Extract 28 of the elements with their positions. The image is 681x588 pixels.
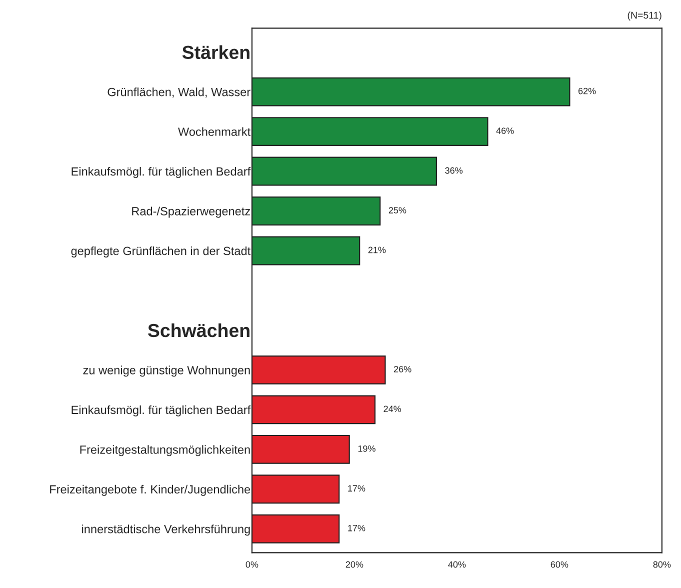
x-tick-label: 20% — [346, 561, 364, 568]
x-tick-label: 80% — [653, 561, 671, 568]
x-tick-label: 0% — [246, 561, 258, 568]
y-tick-label: Einkaufsmögl. für täglichen Bedarf — [72, 405, 251, 416]
data-label: 46% — [496, 128, 514, 134]
y-tick-label: Schwächen — [148, 323, 250, 338]
y-tick-label: Rad-/Spazierwegenetz — [132, 206, 250, 218]
data-label: 25% — [388, 207, 406, 214]
y-tick-label: Freizeitgestaltungsmöglichkeiten — [80, 445, 250, 456]
x-tick-label: 60% — [550, 561, 568, 568]
data-label: 26% — [394, 366, 412, 372]
text: (N=511) — [628, 12, 662, 21]
data-label: 19% — [358, 445, 376, 452]
data-label: 17% — [348, 485, 366, 492]
y-tick-label: Freizeitangebote f. Kinder/Jugendliche — [50, 484, 250, 496]
y-tick-label: zu wenige günstige Wohnungen — [83, 366, 250, 377]
data-label: 62% — [578, 88, 596, 94]
y-tick-label: Wochenmarkt — [178, 127, 250, 136]
y-tick-label: innerstädtische Verkehrsführung — [82, 524, 250, 536]
y-tick-label: Grünflächen, Wald, Wasser — [108, 88, 250, 98]
y-tick-label: Stärken — [182, 45, 250, 60]
data-label: 24% — [384, 406, 402, 412]
data-label: 17% — [348, 524, 366, 532]
x-tick-label: 40% — [448, 561, 466, 568]
y-tick-label: gepflegte Grünflächen in der Stadt — [71, 246, 251, 258]
data-label: 36% — [445, 167, 463, 174]
data-label: 21% — [368, 246, 386, 254]
y-tick-label: Einkaufsmögl. für täglichen Bedarf — [72, 166, 251, 178]
